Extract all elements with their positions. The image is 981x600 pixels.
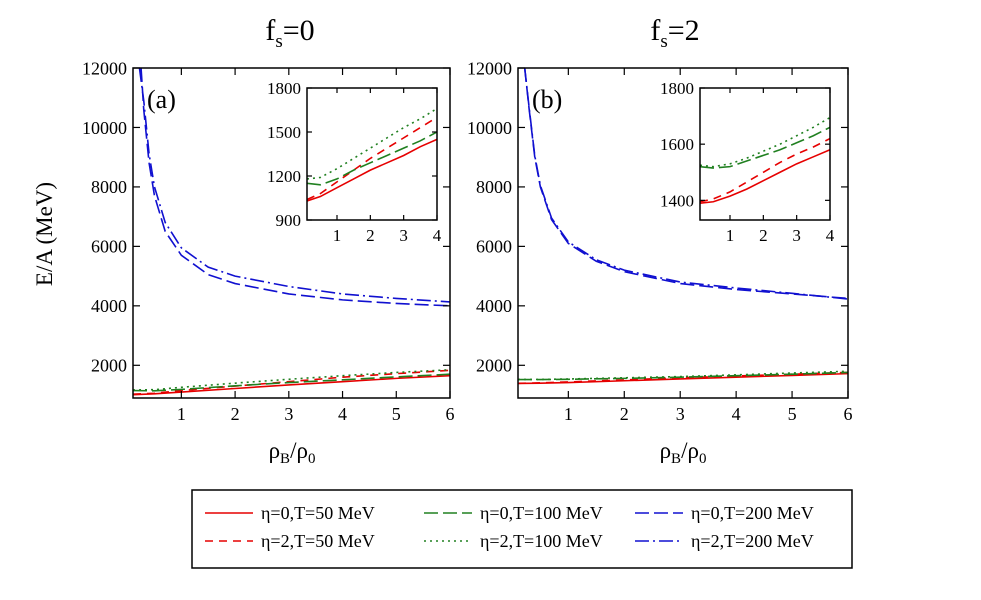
panel-b-inset-y-tick-label: 1400 [660,191,694,210]
panel-b-x-tick-label: 5 [788,404,797,424]
panel-a-title: fs=0 [265,14,314,52]
panel-b-x-tick-label: 2 [620,404,629,424]
panel-a-y-tick-label: 10000 [82,118,127,138]
legend-item: η=0,T=50 MeV [205,503,375,523]
panel-a-series-line-4 [140,68,450,307]
legend-item: η=2,T=100 MeV [424,531,603,551]
panel-b-x-axis-label: ρB/ρ0 [660,438,707,467]
panel-b-y-tick-label: 10000 [467,118,512,138]
panel-a-frame [132,67,451,399]
panel-a-y-tick-label: 12000 [82,58,127,78]
panel-a-x-axis-label: ρB/ρ0 [269,438,316,467]
panel-b-y-tick-label: 12000 [467,58,512,78]
panel-b-inset-x-tick-label: 4 [826,226,835,245]
panel-b-inset-x-tick-label: 3 [792,226,801,245]
panel-b-inset-series-line-2 [700,126,830,169]
panel-a-inset-x-tick-label: 1 [333,226,342,245]
panel-b-y-tick-label: 2000 [476,356,512,376]
legend-label: η=2,T=200 MeV [691,531,814,551]
panel-b-inset: 1 2 3 4 1400 1600 1800 [660,79,835,245]
panel-a-inset-background [307,88,437,220]
panel-b-x-tick-label: 6 [844,404,853,424]
legend-label: η=2,T=50 MeV [261,531,375,551]
panel-b-x-tick-label: 1 [564,404,573,424]
panel-a-y-tick-label: 2000 [91,356,127,376]
panel-a-series-line-0 [133,374,450,396]
legend: η=0,T=50 MeV η=0,T=100 MeV η=0,T=200 MeV η=… [191,489,853,569]
panel-a-x-tick-label: 4 [338,404,347,424]
panel-a-inset-frame [306,87,438,221]
panel-a-inset-y-tick-label: 900 [276,211,302,230]
panel-b-series-line-3 [518,370,848,381]
panel-a-series-line-5 [138,68,450,303]
panel-a-x-tick-label: 5 [392,404,401,424]
panel-a: 1 2 3 4 5 6 2000 4000 6000 8000 10000 12000 (a) 1 2 3 4 9… [82,58,455,424]
panel-a-inset: 1 2 3 4 900 1200 1500 1800 [267,79,442,245]
panel-b-inset-y-tick-label: 1800 [660,79,694,98]
legend-item: η=0,T=200 MeV [635,503,814,523]
panel-a-y-tick-label: 6000 [91,237,127,257]
panel-a-inset-series-line-1 [307,116,437,201]
panel-b-series-line-5 [523,68,848,300]
panel-b-inset-series-line-0 [700,149,830,204]
panel-a-inset-series-line-3 [307,107,437,180]
panel-b-y-tick-label: 6000 [476,237,512,257]
panel-a-inset-y-tick-label: 1800 [267,79,301,98]
panel-a-inset-x-tick-label: 3 [399,226,408,245]
legend-label: η=0,T=200 MeV [691,503,814,523]
panel-a-x-tick-label: 2 [231,404,240,424]
panel-b-series-line-0 [518,372,848,385]
legend-item: η=2,T=200 MeV [635,531,814,551]
legend-label: η=0,T=50 MeV [261,503,375,523]
panel-b-frame [517,67,849,399]
panel-b-y-tick-label: 8000 [476,177,512,197]
panel-a-x-tick-label: 1 [177,404,186,424]
legend-box [191,489,853,569]
panel-a-y-tick-label: 4000 [91,296,127,316]
panel-b-inset-series-line-1 [700,137,830,203]
panel-a-y-tick-label: 8000 [91,177,127,197]
panel-a-series-line-2 [133,373,450,392]
panel-b-x-tick-label: 3 [676,404,685,424]
panel-b-series-line-2 [518,371,848,381]
panel-b-inset-series-line-3 [700,116,830,168]
panel-a-x-tick-label: 6 [446,404,455,424]
panel-a-x-tick-label: 3 [284,404,293,424]
legend-item: η=0,T=100 MeV [424,503,603,523]
panel-b-inset-x-tick-label: 1 [726,226,735,245]
panel-a-inset-x-tick-label: 4 [433,226,442,245]
panel-a-inset-series-line-0 [307,138,437,202]
panel-b-inset-frame [699,87,831,221]
legend-label: η=2,T=100 MeV [480,531,603,551]
panel-b-x-tick-label: 4 [732,404,741,424]
panel-a-inset-y-tick-label: 1200 [267,167,301,186]
panel-a-series-line-1 [133,369,450,395]
panel-b-inset-y-tick-label: 1600 [660,135,694,154]
panel-a-inset-series-line-2 [307,131,437,186]
panel-a-label: (a) [147,85,176,114]
panel-a-inset-x-tick-label: 2 [366,226,375,245]
panel-b-y-tick-label: 4000 [476,296,512,316]
panel-b-title: fs=2 [650,14,699,52]
panel-a-series-line-3 [133,368,450,391]
y-axis-label: E/A (MeV) [32,182,57,286]
legend-item: η=2,T=50 MeV [205,531,375,551]
legend-label: η=0,T=100 MeV [480,503,603,523]
panel-b-inset-x-tick-label: 2 [759,226,768,245]
panel-b-label: (b) [532,85,562,114]
panel-a-inset-y-tick-label: 1500 [267,123,301,142]
